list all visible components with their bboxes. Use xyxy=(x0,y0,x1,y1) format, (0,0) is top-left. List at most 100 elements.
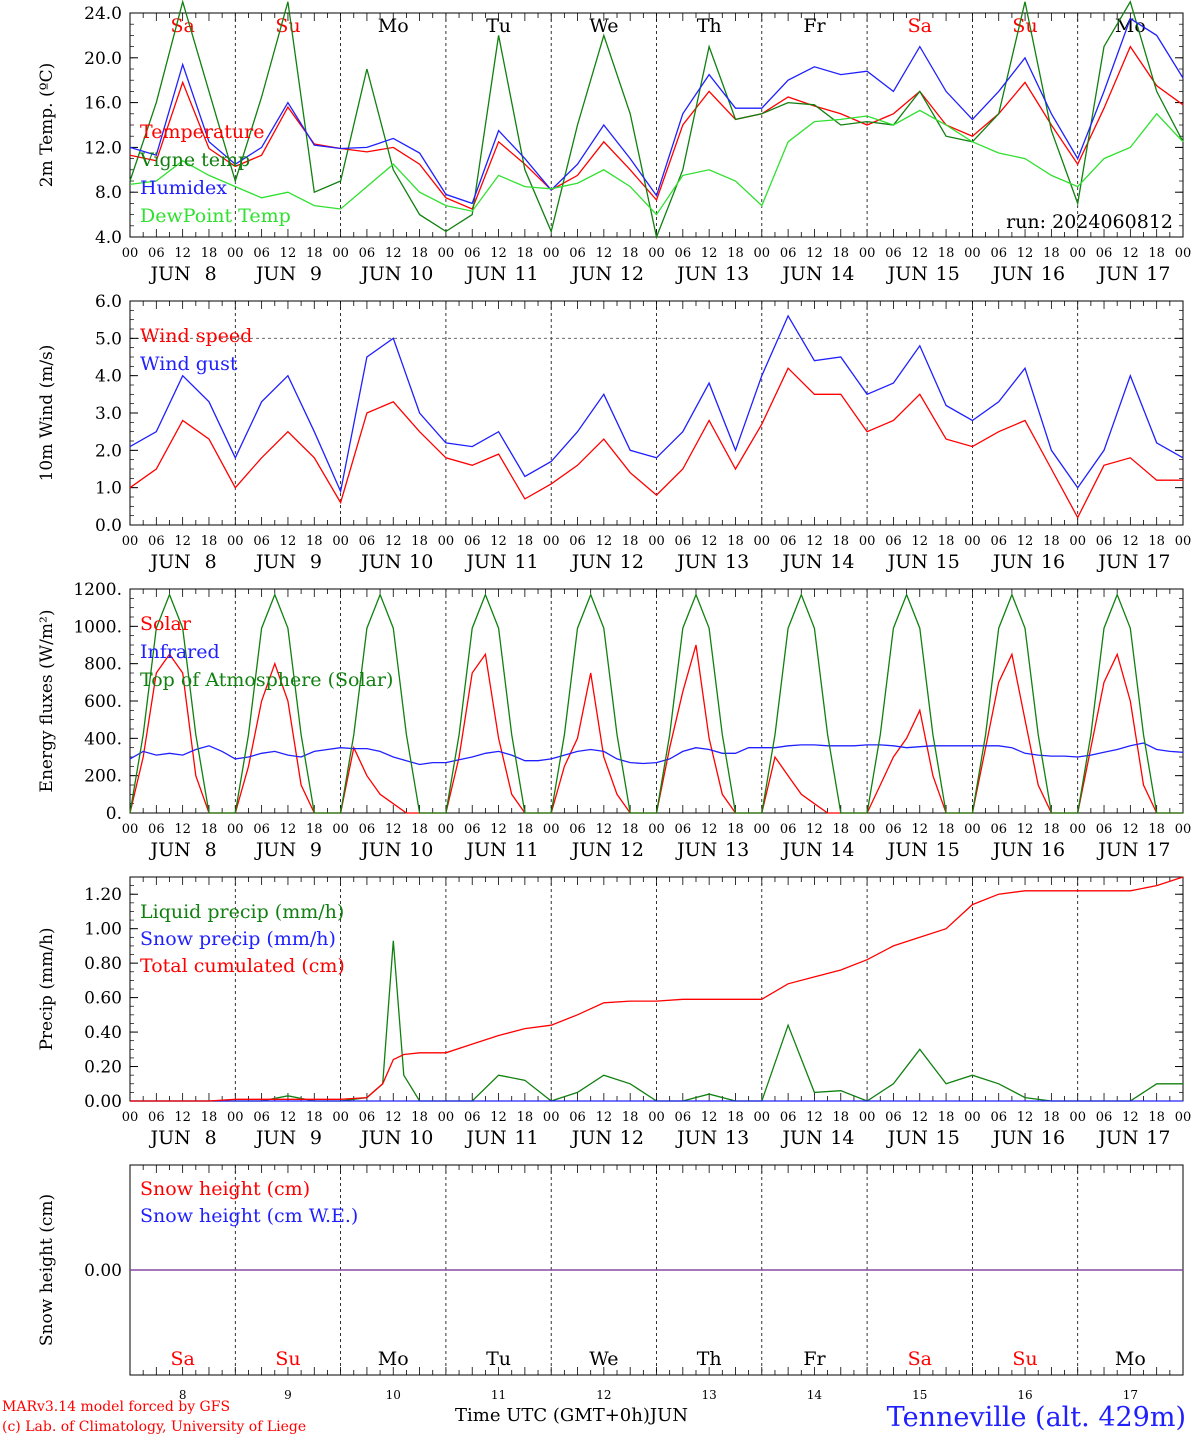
hour-label: 18 xyxy=(833,1110,850,1125)
y-tick-label: 0. xyxy=(106,804,122,824)
hour-label: 06 xyxy=(359,246,376,261)
hour-label: 12 xyxy=(174,1110,191,1125)
hour-label: 06 xyxy=(148,246,165,261)
date-month-label: JUN xyxy=(254,839,296,861)
date-month-label: JUN xyxy=(464,263,506,285)
hour-label: 06 xyxy=(780,534,797,549)
y-tick-label: 12.0 xyxy=(84,138,122,158)
y-axis-label: Energy fluxes (W/m²) xyxy=(37,610,57,793)
y-tick-label: 3.0 xyxy=(95,404,122,424)
date-month-label: JUN xyxy=(570,839,612,861)
y-axis-label: Precip (mm/h) xyxy=(37,927,57,1050)
hour-label: 06 xyxy=(780,246,797,261)
hour-label: 06 xyxy=(885,1110,902,1125)
date-day-label: 13 xyxy=(725,839,749,861)
y-axis-label: Snow height (cm) xyxy=(37,1194,57,1346)
date-month-label: JUN xyxy=(675,263,717,285)
y-tick-label: 0.80 xyxy=(84,954,122,974)
hour-label: 18 xyxy=(201,822,218,837)
series-line-energy-2 xyxy=(129,592,1183,814)
y-tick-label: 1.00 xyxy=(84,920,122,940)
y-tick-label: 200. xyxy=(84,767,122,787)
y-tick-label: 8.0 xyxy=(95,183,122,203)
date-day-label: 9 xyxy=(310,263,322,285)
legend-entry: Vigne temp xyxy=(139,149,250,171)
date-day-label: 15 xyxy=(936,263,960,285)
date-month-label: JUN xyxy=(1096,1127,1138,1149)
hour-label: 00 xyxy=(122,1110,139,1125)
hour-label: 12 xyxy=(806,1110,823,1125)
hour-label: 18 xyxy=(1148,1110,1165,1125)
hour-label: 18 xyxy=(833,246,850,261)
date-month-label: JUN xyxy=(780,1127,822,1149)
date-day-label: 16 xyxy=(1041,551,1065,573)
date-month-label: JUN xyxy=(780,263,822,285)
hour-label: 00 xyxy=(648,534,665,549)
hour-label: 18 xyxy=(201,534,218,549)
date-month-label: JUN xyxy=(359,839,401,861)
weekday-label: Su xyxy=(1012,1348,1037,1370)
y-tick-label: 20.0 xyxy=(84,49,122,69)
hour-label: 12 xyxy=(1122,822,1139,837)
hour-label: 18 xyxy=(622,246,639,261)
legend-entry: Wind speed xyxy=(140,325,252,347)
y-tick-label: 0.0 xyxy=(95,516,122,536)
date-day-label: 15 xyxy=(936,551,960,573)
date-day-label: 16 xyxy=(1017,1388,1032,1402)
hour-label: 18 xyxy=(1148,822,1165,837)
hour-label: 18 xyxy=(306,1110,323,1125)
hour-label: 18 xyxy=(1043,822,1060,837)
date-day-label: 8 xyxy=(205,263,217,285)
date-month-label: JUN xyxy=(1096,263,1138,285)
hour-label: 06 xyxy=(780,1110,797,1125)
y-tick-label: 16.0 xyxy=(84,94,122,114)
date-month-label: JUN xyxy=(254,263,296,285)
hour-label: 00 xyxy=(227,1110,244,1125)
hour-label: 12 xyxy=(1122,534,1139,549)
hour-label: 18 xyxy=(622,822,639,837)
date-day-label: 16 xyxy=(1041,1127,1065,1149)
date-month-label: JUN xyxy=(359,551,401,573)
hour-label: 00 xyxy=(543,822,560,837)
hour-label: 06 xyxy=(1096,534,1113,549)
hour-label: 00 xyxy=(964,1110,981,1125)
y-tick-label: 400. xyxy=(84,729,122,749)
weekday-label: We xyxy=(589,1348,618,1370)
x-axis-title: Time UTC (GMT+0h)JUN xyxy=(455,1405,688,1426)
hour-label: 12 xyxy=(701,1110,718,1125)
hour-label: 18 xyxy=(411,1110,428,1125)
hour-label: 00 xyxy=(227,246,244,261)
hour-label: 06 xyxy=(990,246,1007,261)
hour-label: 18 xyxy=(938,822,955,837)
hour-label: 12 xyxy=(490,822,507,837)
date-day-label: 9 xyxy=(310,1127,322,1149)
hour-label: 12 xyxy=(174,246,191,261)
hour-label: 06 xyxy=(253,822,270,837)
y-axis-label: 10m Wind (m/s) xyxy=(37,345,57,482)
hour-label: 06 xyxy=(359,534,376,549)
hour-label: 00 xyxy=(332,822,349,837)
series-line-precip-2 xyxy=(130,876,1184,1102)
date-month-label: JUN xyxy=(359,1127,401,1149)
date-day-label: 8 xyxy=(205,839,217,861)
hour-label: 18 xyxy=(517,1110,534,1125)
date-day-label: 17 xyxy=(1146,263,1170,285)
date-day-label: 14 xyxy=(807,1388,823,1402)
hour-label: 12 xyxy=(490,1110,507,1125)
weekday-label: Sa xyxy=(908,1348,932,1370)
date-month-label: JUN xyxy=(991,551,1033,573)
date-day-label: 8 xyxy=(205,1127,217,1149)
hour-label: 12 xyxy=(596,534,613,549)
hour-label: 06 xyxy=(1096,822,1113,837)
date-day-label: 14 xyxy=(830,551,854,573)
hour-label: 12 xyxy=(701,534,718,549)
y-tick-label: 0.00 xyxy=(84,1092,122,1112)
hour-label: 00 xyxy=(964,822,981,837)
date-day-label: 9 xyxy=(310,839,322,861)
date-month-label: JUN xyxy=(780,839,822,861)
series-line-energy-1 xyxy=(129,742,1184,766)
date-month-label: JUN xyxy=(254,1127,296,1149)
series-line-temp-1 xyxy=(129,0,1184,240)
hour-label: 00 xyxy=(648,1110,665,1125)
hour-label: 12 xyxy=(596,246,613,261)
